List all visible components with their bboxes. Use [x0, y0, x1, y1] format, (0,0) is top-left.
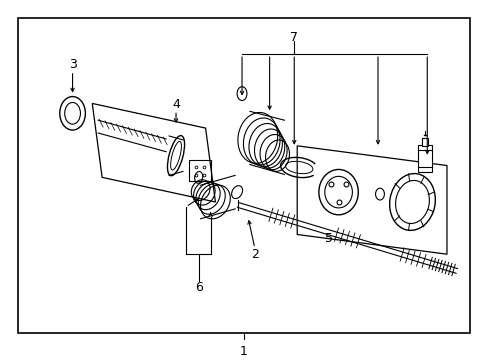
Text: 2: 2: [250, 248, 258, 261]
Ellipse shape: [170, 141, 181, 170]
Text: 6: 6: [194, 281, 202, 294]
Ellipse shape: [318, 170, 358, 215]
Text: 5: 5: [324, 232, 332, 245]
Text: 3: 3: [68, 58, 76, 71]
Text: 1: 1: [240, 345, 247, 358]
Bar: [418, 145, 431, 172]
Bar: [19, 18, 468, 333]
Bar: [422, 138, 427, 146]
Ellipse shape: [389, 174, 434, 230]
Text: 7: 7: [290, 31, 298, 44]
Text: 4: 4: [172, 98, 180, 111]
Bar: [188, 159, 210, 181]
